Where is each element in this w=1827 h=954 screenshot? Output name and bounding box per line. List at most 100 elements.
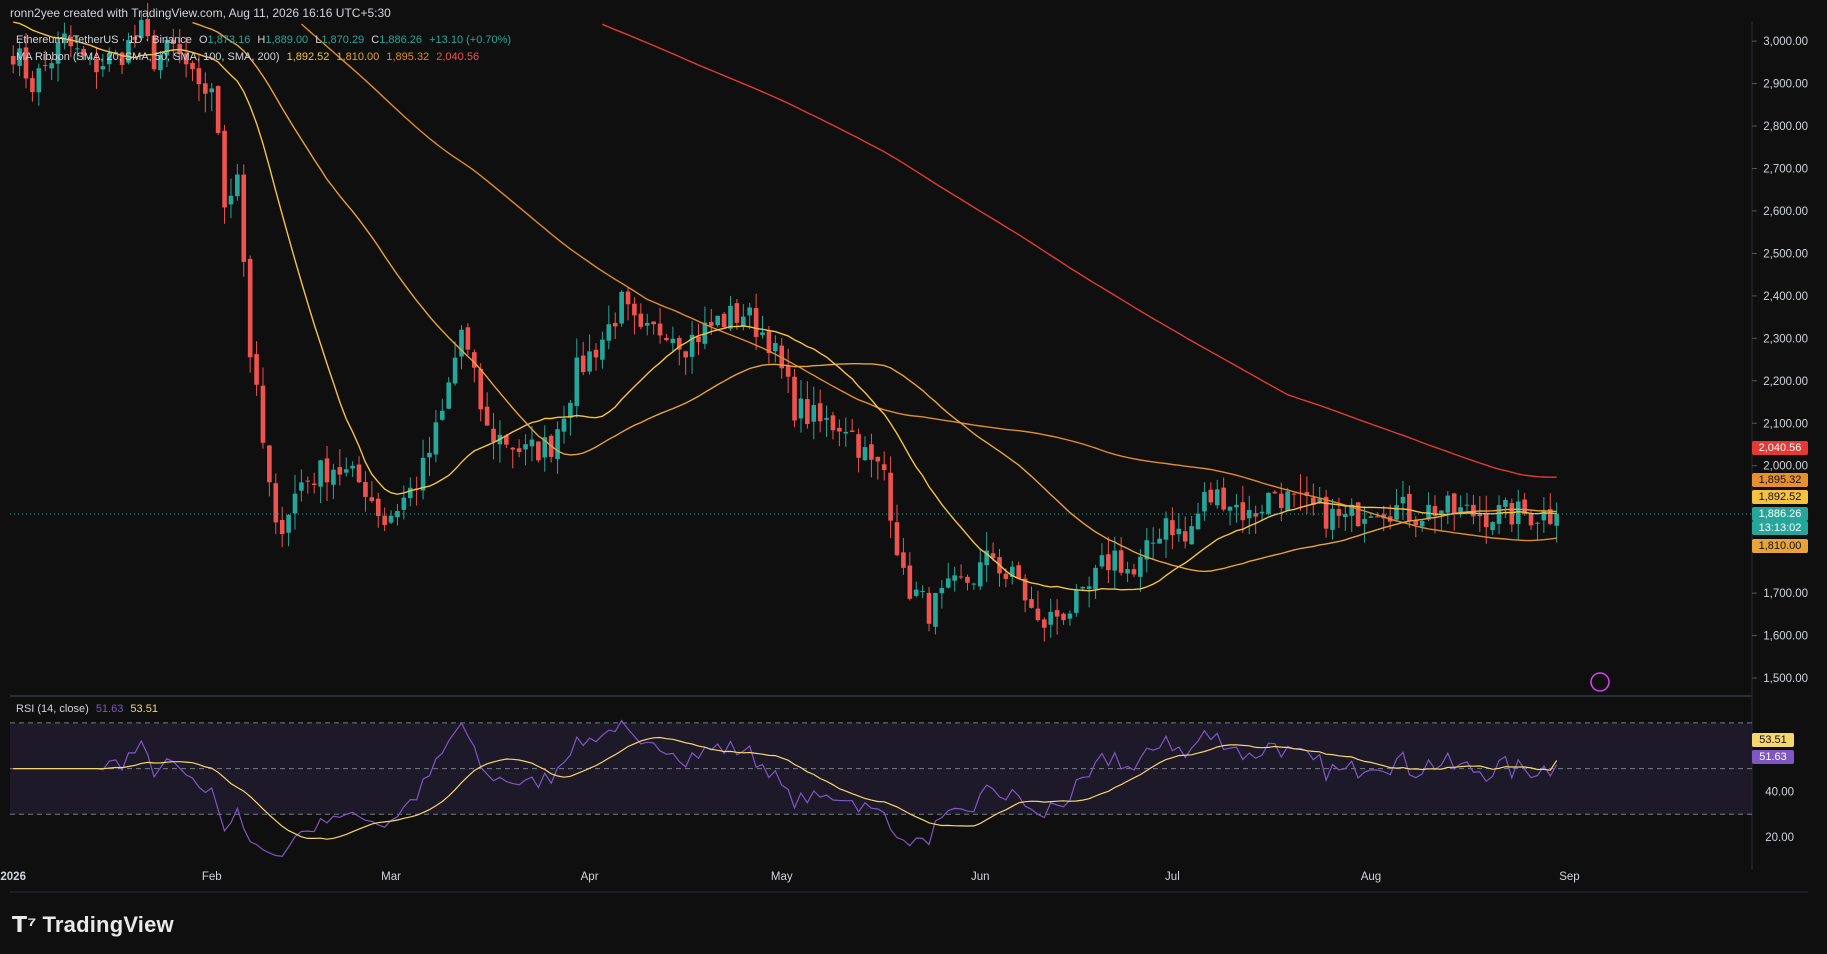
candle-body[interactable] xyxy=(286,514,291,533)
candle-body[interactable] xyxy=(843,431,849,434)
candle-body[interactable] xyxy=(1547,509,1553,524)
candle-body[interactable] xyxy=(593,349,599,358)
candle-body[interactable] xyxy=(17,48,22,66)
candle-body[interactable] xyxy=(952,575,957,581)
candle-body[interactable] xyxy=(81,48,86,57)
candle-body[interactable] xyxy=(1118,550,1124,573)
candle-body[interactable] xyxy=(587,351,592,372)
candle-body[interactable] xyxy=(1496,504,1502,524)
candle-body[interactable] xyxy=(30,78,35,93)
candle-body[interactable] xyxy=(337,467,343,475)
candle-body[interactable] xyxy=(798,398,804,419)
candle-body[interactable] xyxy=(74,48,80,50)
candle-body[interactable] xyxy=(472,352,477,368)
candle-body[interactable] xyxy=(1170,520,1175,536)
candle-body[interactable] xyxy=(465,327,471,350)
candle-body[interactable] xyxy=(984,550,989,566)
candle-body[interactable] xyxy=(504,435,509,445)
candle-body[interactable] xyxy=(1291,493,1297,495)
candle-body[interactable] xyxy=(1278,493,1284,509)
candle-body[interactable] xyxy=(875,456,881,462)
candle-body[interactable] xyxy=(1426,504,1431,520)
symbol-legend[interactable]: Ethereum / TetherUS · 1D · Binance O1,87… xyxy=(16,34,515,46)
candle-body[interactable] xyxy=(1246,510,1252,519)
alert-clock-icon[interactable] xyxy=(1590,672,1610,692)
tradingview-logo[interactable]: 𝗧⁷ TradingView xyxy=(12,912,174,938)
candle-body[interactable] xyxy=(1451,493,1457,514)
candle-body[interactable] xyxy=(1074,590,1079,613)
candle-body[interactable] xyxy=(1515,501,1521,524)
candle-body[interactable] xyxy=(1477,514,1483,517)
candle-body[interactable] xyxy=(1362,518,1367,524)
candle-body[interactable] xyxy=(388,515,394,523)
candle-body[interactable] xyxy=(805,399,810,425)
candle-body[interactable] xyxy=(529,439,535,447)
candle-body[interactable] xyxy=(23,47,29,79)
candle-body[interactable] xyxy=(516,448,522,452)
candle-body[interactable] xyxy=(1086,586,1092,589)
candle-body[interactable] xyxy=(1067,613,1073,619)
candle-body[interactable] xyxy=(721,313,727,328)
candle-body[interactable] xyxy=(1375,516,1380,518)
candle-body[interactable] xyxy=(1490,522,1495,531)
candle-body[interactable] xyxy=(1471,504,1476,517)
candle-body[interactable] xyxy=(1554,514,1559,526)
candle-body[interactable] xyxy=(254,354,259,385)
candle-body[interactable] xyxy=(830,415,836,431)
candle-body[interactable] xyxy=(1208,489,1214,503)
candle-body[interactable] xyxy=(1259,511,1265,514)
candle-body[interactable] xyxy=(888,472,893,521)
candle-body[interactable] xyxy=(196,68,202,85)
candle-body[interactable] xyxy=(209,88,215,93)
candle-body[interactable] xyxy=(574,357,580,406)
candle-body[interactable] xyxy=(1304,492,1310,496)
candle-body[interactable] xyxy=(856,434,861,458)
candle-body[interactable] xyxy=(126,39,131,63)
candle-body[interactable] xyxy=(600,339,605,360)
candle-body[interactable] xyxy=(760,332,765,336)
candle-body[interactable] xyxy=(183,53,189,65)
candle-body[interactable] xyxy=(1483,514,1489,528)
candle-body[interactable] xyxy=(1266,492,1271,514)
rsi-ma-line[interactable] xyxy=(13,736,1558,840)
candle-body[interactable] xyxy=(1176,528,1182,535)
candle-body[interactable] xyxy=(305,480,311,482)
candle-body[interactable] xyxy=(55,42,61,64)
candle-body[interactable] xyxy=(1535,522,1540,524)
candle-body[interactable] xyxy=(375,498,381,517)
candle-body[interactable] xyxy=(939,588,945,594)
candle-body[interactable] xyxy=(555,429,560,460)
candle-body[interactable] xyxy=(1227,506,1233,511)
candle-body[interactable] xyxy=(10,55,16,65)
ma-ribbon-legend[interactable]: MA Ribbon (SMA, 20, SMA, 50, SMA, 100, S… xyxy=(16,51,483,63)
candle-body[interactable] xyxy=(491,428,496,442)
candle-body[interactable] xyxy=(670,338,676,344)
candle-body[interactable] xyxy=(1003,573,1009,579)
candle-body[interactable] xyxy=(478,368,484,410)
candle-body[interactable] xyxy=(1163,518,1169,540)
candle-body[interactable] xyxy=(1221,487,1226,510)
candle-body[interactable] xyxy=(881,464,887,471)
candle-body[interactable] xyxy=(683,351,688,358)
candle-body[interactable] xyxy=(433,422,439,455)
candle-body[interactable] xyxy=(1048,611,1054,625)
candle-body[interactable] xyxy=(1112,550,1118,571)
candle-body[interactable] xyxy=(1029,599,1034,608)
rsi-line[interactable] xyxy=(13,719,1558,857)
candle-body[interactable] xyxy=(619,291,624,324)
candle-body[interactable] xyxy=(279,519,285,535)
candle-body[interactable] xyxy=(138,20,144,39)
candle-body[interactable] xyxy=(324,458,330,483)
candle-body[interactable] xyxy=(1054,610,1060,617)
candle-body[interactable] xyxy=(1138,556,1143,577)
candle-body[interactable] xyxy=(299,482,304,491)
candle-body[interactable] xyxy=(407,487,413,499)
candle-body[interactable] xyxy=(42,65,48,67)
candle-body[interactable] xyxy=(1464,504,1470,506)
candle-body[interactable] xyxy=(811,405,817,422)
candle-body[interactable] xyxy=(542,437,548,458)
candle-body[interactable] xyxy=(395,511,400,518)
candle-body[interactable] xyxy=(100,66,106,70)
candle-body[interactable] xyxy=(523,444,528,450)
